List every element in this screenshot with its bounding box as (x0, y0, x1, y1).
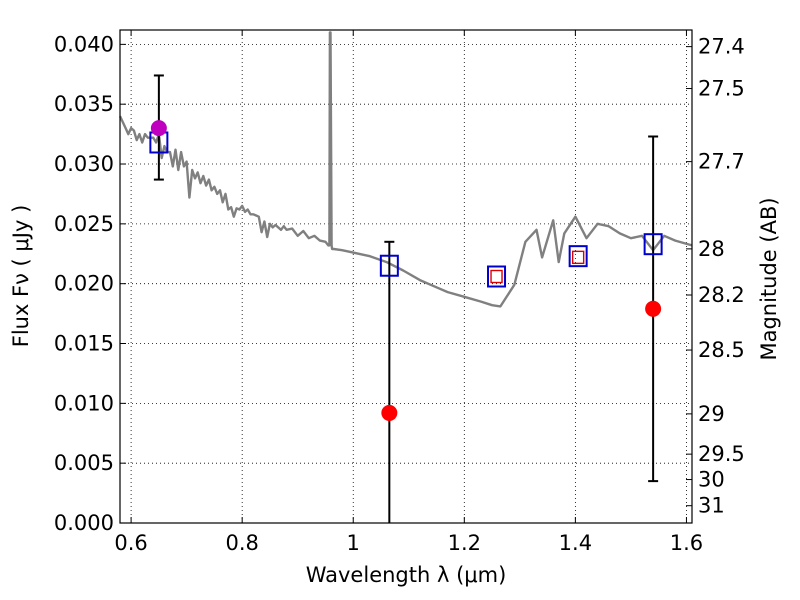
y-tick-label: 0.010 (54, 391, 114, 415)
model-flux-square (568, 245, 588, 268)
photometry-markers (149, 120, 663, 421)
model-flux-square (643, 233, 663, 256)
plot-frame (119, 29, 693, 524)
y-tick-label: 0.025 (54, 212, 114, 236)
measured-flux-square (571, 250, 585, 265)
magnitude-tick-label: 30 (698, 468, 725, 492)
measured-flux-square (490, 269, 503, 284)
magnitude-tick-label: 28 (698, 237, 725, 261)
y-tick-label: 0.000 (54, 511, 114, 535)
x-tick-label: 1.4 (559, 531, 592, 555)
y-tick-label: 0.035 (54, 92, 114, 116)
y-tick-label: 0.020 (54, 272, 114, 296)
x-tick-label: 0.6 (114, 531, 147, 555)
magnitude-tick-label: 27.4 (698, 35, 745, 59)
magnitude-tick-label: 29.5 (698, 442, 745, 466)
y-axis-label: Flux Fν ( μJy ) (9, 205, 33, 348)
x-axis-label: Wavelength λ (μm) (306, 563, 507, 587)
y-tick-label: 0.030 (54, 152, 114, 176)
magnitude-tick-label: 27.7 (698, 150, 745, 174)
magnitude-tick-label: 31 (698, 494, 725, 518)
measured-flux-point (150, 120, 167, 137)
y-tick-label: 0.015 (54, 332, 114, 356)
axis-ticks (120, 30, 692, 524)
sed-model-curve (118, 31, 693, 308)
y-tick-labels: 0.000 0.005 0.010 0.015 0.020 0.025 0.030 0.035… (54, 32, 114, 535)
right-axis-label: Magnitude (AB) (757, 197, 781, 360)
sed-model-line (118, 31, 693, 308)
magnitude-tick-label: 29 (698, 402, 725, 426)
x-tick-label: 1.2 (448, 531, 481, 555)
y-tick-label: 0.005 (54, 451, 114, 475)
magnitude-tick-label: 28.2 (698, 283, 745, 307)
measured-flux-point (645, 300, 662, 317)
measured-flux-point (381, 404, 398, 421)
x-tick-labels: 0.6 0.8 1 1.2 1.4 1.6 (114, 531, 703, 555)
model-flux-square (379, 254, 399, 277)
model-flux-square (487, 265, 507, 288)
magnitude-tick-label: 28.5 (698, 338, 745, 362)
x-tick-label: 1.6 (670, 531, 703, 555)
plot-background (120, 30, 692, 523)
y-tick-label: 0.040 (54, 32, 114, 56)
x-tick-label: 1 (347, 531, 360, 555)
magnitude-tick-label: 27.5 (698, 77, 745, 101)
x-tick-label: 0.8 (225, 531, 258, 555)
